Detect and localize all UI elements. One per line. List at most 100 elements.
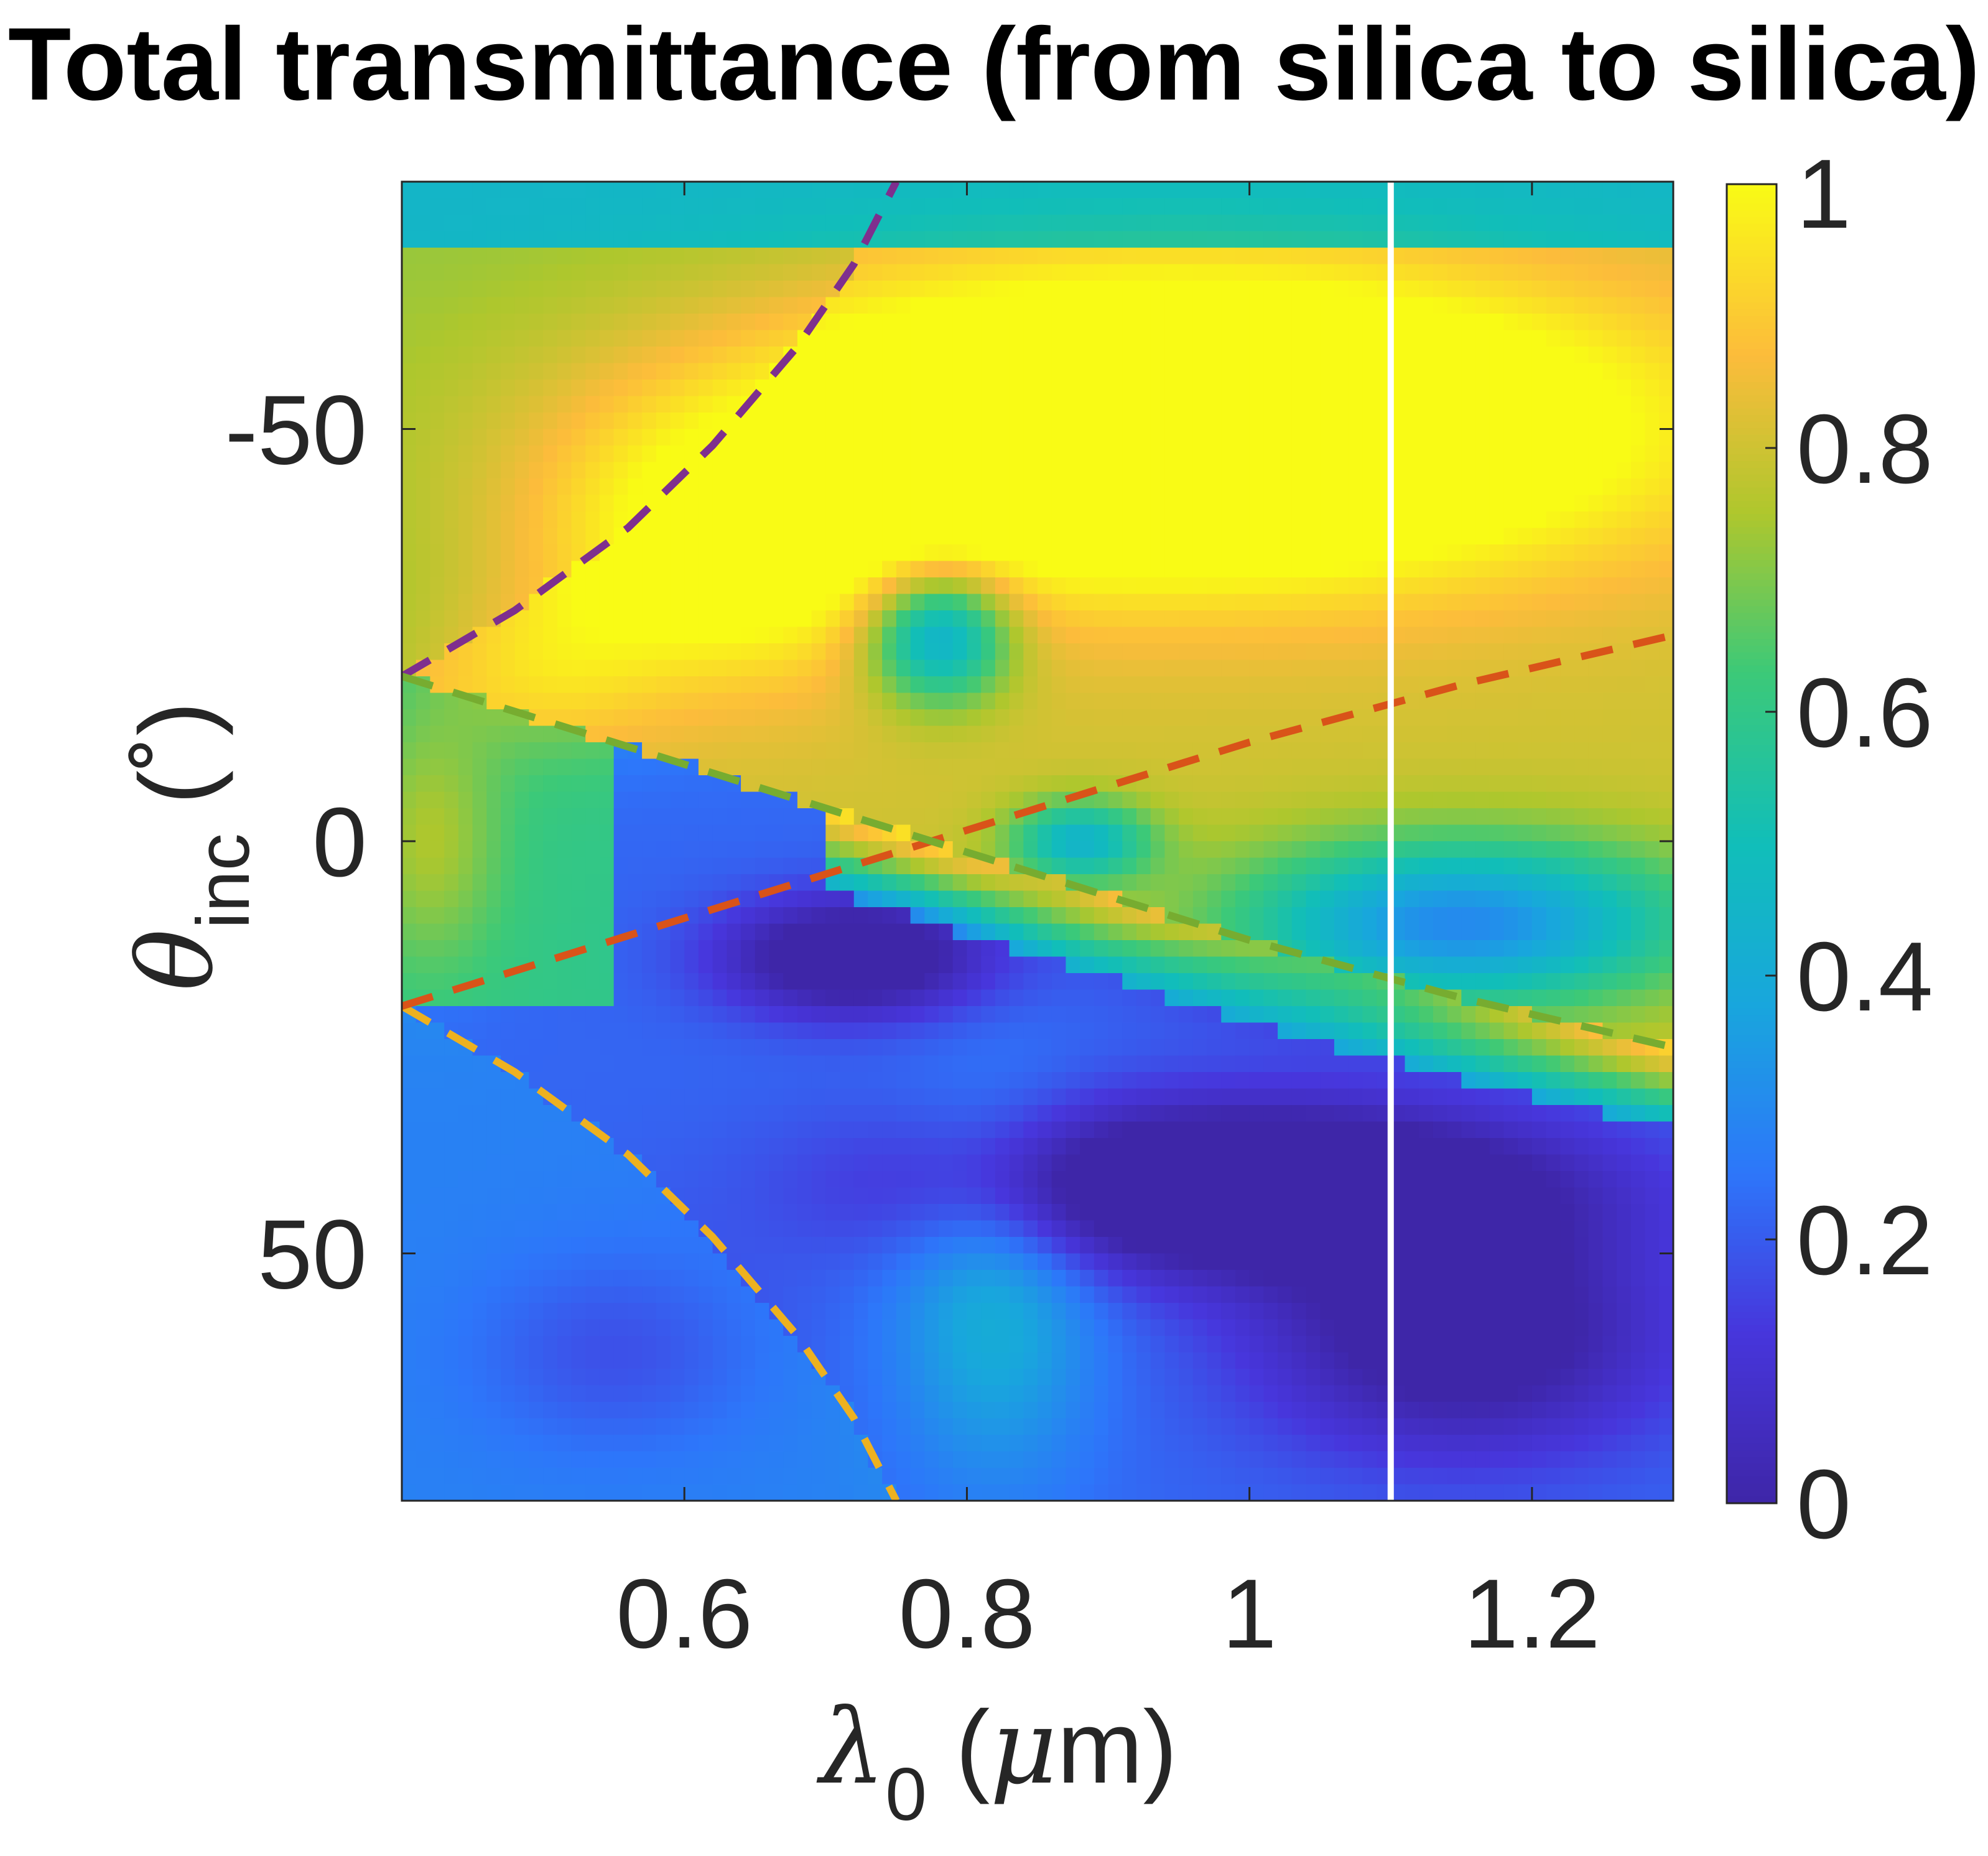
- heatmap-cell: [1617, 660, 1632, 677]
- heatmap-cell: [1038, 956, 1052, 974]
- heatmap-cell: [1461, 495, 1476, 512]
- heatmap-cell: [1461, 940, 1476, 958]
- heatmap-cell: [1617, 742, 1632, 760]
- heatmap-cell: [1630, 347, 1646, 364]
- heatmap-cell: [1630, 857, 1646, 875]
- heatmap-cell: [1433, 462, 1448, 479]
- heatmap-cell: [910, 1088, 925, 1106]
- heatmap-cell: [712, 215, 727, 232]
- heatmap-cell: [1291, 577, 1307, 595]
- heatmap-cell: [896, 314, 911, 331]
- heatmap-cell: [402, 561, 417, 578]
- heatmap-cell: [952, 940, 968, 958]
- heatmap-cell: [1419, 890, 1434, 908]
- heatmap-cell: [840, 462, 855, 479]
- heatmap-cell: [1602, 1072, 1617, 1089]
- heatmap-cell: [755, 429, 770, 446]
- heatmap-cell: [1108, 1072, 1123, 1089]
- heatmap-cell: [1390, 363, 1406, 380]
- heatmap-cell: [416, 775, 431, 793]
- heatmap-cell: [1390, 643, 1406, 661]
- heatmap-cell: [783, 281, 798, 298]
- heatmap-cell: [500, 215, 516, 232]
- heatmap-cell: [656, 1072, 671, 1089]
- heatmap-cell: [995, 1039, 1010, 1056]
- heatmap-cell: [1263, 297, 1278, 314]
- heatmap-cell: [1377, 940, 1391, 958]
- heatmap-cell: [1150, 742, 1165, 760]
- heatmap-cell: [1080, 380, 1095, 397]
- heatmap-cell: [1503, 874, 1518, 892]
- heatmap-cell: [797, 857, 812, 875]
- heatmap-cell: [416, 528, 431, 545]
- heatmap-cell: [811, 660, 826, 677]
- heatmap-cell: [1164, 231, 1179, 248]
- heatmap-cell: [486, 1072, 501, 1089]
- heatmap-cell: [500, 791, 516, 809]
- heatmap-cell: [939, 380, 954, 397]
- heatmap-cell: [769, 445, 784, 463]
- heatmap-cell: [1503, 610, 1518, 628]
- heatmap-cell: [1108, 808, 1123, 826]
- heatmap-cell: [1038, 528, 1052, 545]
- heatmap-cell: [670, 973, 685, 991]
- heatmap-cell: [430, 330, 445, 347]
- heatmap-cell: [486, 1039, 501, 1056]
- heatmap-cell: [840, 1088, 855, 1106]
- heatmap-cell: [727, 1022, 741, 1040]
- heatmap-cell: [1390, 330, 1406, 347]
- heatmap-cell: [1066, 462, 1080, 479]
- heatmap-cell: [1588, 297, 1604, 314]
- heatmap-cell: [783, 198, 798, 215]
- heatmap-cell: [642, 1072, 657, 1089]
- heatmap-cell: [1249, 693, 1264, 710]
- heatmap-cell: [402, 380, 417, 397]
- heatmap-cell: [769, 396, 784, 413]
- heatmap-cell: [1278, 445, 1293, 463]
- heatmap-cell: [1447, 791, 1462, 809]
- heatmap-cell: [1377, 594, 1391, 611]
- heatmap-cell: [1630, 231, 1646, 248]
- heatmap-cell: [1023, 907, 1038, 925]
- heatmap-cell: [1094, 215, 1109, 232]
- heatmap-cell: [910, 1022, 925, 1040]
- heatmap-cell: [981, 215, 996, 232]
- heatmap-cell: [1419, 281, 1434, 298]
- heatmap-cell: [1023, 693, 1038, 710]
- heatmap-cell: [1518, 841, 1533, 859]
- heatmap-cell: [1136, 297, 1151, 314]
- heatmap-cell: [416, 413, 431, 430]
- heatmap-cell: [472, 396, 487, 413]
- heatmap-cell: [1263, 215, 1278, 232]
- heatmap-cell: [1291, 363, 1307, 380]
- heatmap-cell: [1617, 528, 1632, 545]
- heatmap-cell: [670, 429, 685, 446]
- heatmap-cell: [1447, 478, 1462, 496]
- heatmap-cell: [1009, 1006, 1024, 1024]
- heatmap-cell: [472, 429, 487, 446]
- heatmap-cell: [924, 907, 939, 925]
- heatmap-cell: [896, 693, 911, 710]
- heatmap-cell: [1235, 824, 1250, 842]
- heatmap-cell: [1419, 1022, 1434, 1040]
- heatmap-cell: [1320, 380, 1335, 397]
- heatmap-cell: [1192, 709, 1208, 727]
- heatmap-cell: [628, 841, 643, 859]
- heatmap-cell: [1574, 182, 1589, 199]
- heatmap-cell: [1630, 297, 1646, 314]
- heatmap-cell: [1179, 874, 1194, 892]
- heatmap-cell: [1419, 445, 1434, 463]
- heatmap-cell: [444, 182, 459, 199]
- heatmap-cell: [1659, 693, 1673, 710]
- heatmap-cell: [585, 577, 600, 595]
- heatmap-cell: [1419, 1039, 1434, 1056]
- heatmap-cell: [1122, 973, 1137, 991]
- heatmap-cell: [896, 643, 911, 661]
- heatmap-cell: [1263, 1055, 1278, 1073]
- heatmap-cell: [1320, 874, 1335, 892]
- heatmap-cell: [1122, 544, 1137, 562]
- heatmap-cell: [1179, 347, 1194, 364]
- heatmap-cell: [840, 725, 855, 743]
- heatmap-cell: [698, 725, 713, 743]
- heatmap-cell: [1574, 989, 1589, 1007]
